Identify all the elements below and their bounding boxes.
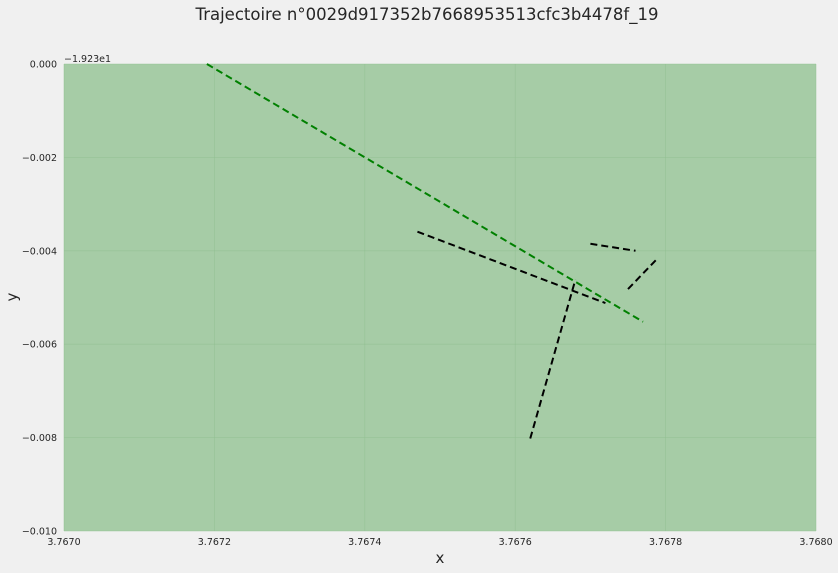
x-tick-label: 3.7674 <box>348 537 381 548</box>
trajectory-line-2 <box>529 279 577 439</box>
y-axis-label: y <box>3 292 21 301</box>
x-axis-label: x <box>436 549 445 567</box>
y-axis-ticks: 0.000 −0.002 −0.004 −0.006 −0.008 −0.010 <box>22 60 57 538</box>
y-tick-label: 0.000 <box>30 60 57 71</box>
trajectory-line-3 <box>590 242 636 252</box>
highlight-trajectory-line <box>206 63 644 323</box>
y-tick-label: −0.010 <box>22 527 57 538</box>
y-tick-label: −0.006 <box>22 340 57 351</box>
y-offset-label: −1.923e1 <box>64 54 111 65</box>
x-axis-ticks: 3.7670 3.7672 3.7674 3.7676 3.7678 3.7680 <box>47 537 832 548</box>
y-tick-label: −0.002 <box>22 153 57 164</box>
trajectory-line-4 <box>627 257 659 290</box>
x-tick-label: 3.7680 <box>799 537 832 548</box>
x-tick-label: 3.7672 <box>198 537 231 548</box>
trajectory-line-1 <box>417 230 606 305</box>
series-layer <box>206 63 659 439</box>
grid <box>63 63 817 532</box>
x-tick-label: 3.7670 <box>47 537 80 548</box>
x-tick-label: 3.7676 <box>499 537 532 548</box>
chart-title: Trajectoire n°0029d917352b7668953513cfc3… <box>195 5 659 25</box>
y-tick-label: −0.004 <box>22 246 57 257</box>
plot-area <box>64 64 816 531</box>
y-tick-label: −0.008 <box>22 433 57 444</box>
x-tick-label: 3.7678 <box>649 537 682 548</box>
